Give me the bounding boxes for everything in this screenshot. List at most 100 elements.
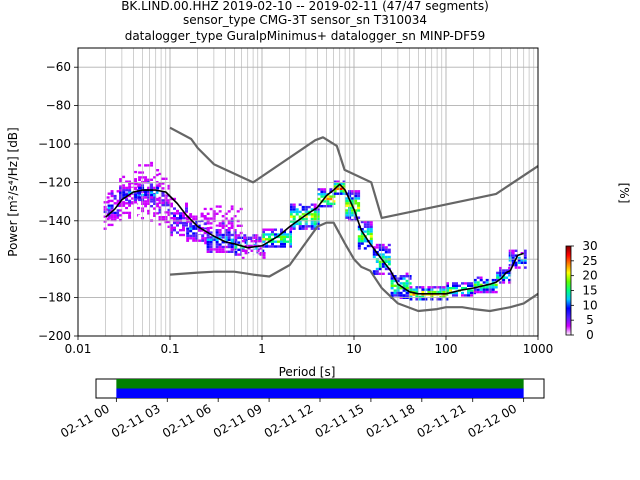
histogram-cell [467,282,470,285]
histogram-cell [227,243,231,246]
histogram-cell [206,245,210,249]
histogram-cell [158,180,162,183]
histogram-cell [316,208,320,211]
histogram-cell [158,225,162,228]
histogram-cell [259,252,263,255]
histogram-cell [496,274,500,277]
histogram-cell [384,246,388,249]
histogram-cell [415,293,419,296]
histogram-cell [156,214,160,217]
histogram-cell [138,171,142,174]
histogram-cell [182,200,185,203]
histogram-cell [128,197,132,200]
histogram-cell [147,173,151,177]
histogram-cell [289,213,293,216]
histogram-cell [173,233,176,237]
histogram-cell [212,207,216,211]
histogram-cell [122,191,126,194]
histogram-cell [134,211,138,215]
histogram-cell [378,260,382,263]
histogram-cell [402,294,406,297]
histogram-cell [153,164,157,167]
histogram-cell [150,171,154,174]
histogram-cell [473,290,477,294]
histogram-cell [110,197,114,200]
histogram-cell [176,224,179,227]
histogram-cell [271,242,274,246]
histogram-cell [517,256,521,260]
histogram-cell [289,242,292,246]
histogram-cell [195,215,199,218]
histogram-cell [452,284,455,287]
histogram-cell [192,237,196,240]
histogram-cell [122,204,126,207]
histogram-cell [230,217,234,220]
histogram-cell [439,288,443,291]
histogram-cell [158,208,162,212]
histogram-cell [189,241,193,245]
histogram-cell [280,242,283,246]
histogram-cell [502,281,506,284]
histogram-cell [313,222,317,226]
histogram-cell [206,250,210,253]
histogram-cell [103,215,107,218]
histogram-cell [363,225,367,228]
histogram-cell [107,190,111,193]
histogram-cell [144,185,148,189]
histogram-cell [250,254,254,257]
histogram-cell [125,202,129,205]
histogram-cell [241,256,245,260]
histogram-cell [239,231,243,235]
histogram-cell [286,240,289,243]
histogram-cell [250,249,254,252]
histogram-cell [122,180,126,183]
histogram-cell [170,197,173,201]
histogram-cell [336,180,340,183]
histogram-cell [103,208,107,211]
x-tick-label: 10 [346,342,361,356]
histogram-cell [153,217,157,220]
histogram-cell [265,238,268,241]
y-tick-label: −140 [38,214,71,228]
histogram-cell [128,194,132,198]
histogram-cell [221,229,225,232]
histogram-cell [125,197,129,200]
histogram-cell [449,287,452,290]
histogram-cell [320,205,324,208]
histogram-cell [310,215,314,218]
histogram-cell [455,287,458,290]
histogram-cell [514,249,518,252]
plot-frame [77,47,539,337]
histogram-cell [455,282,458,285]
histogram-cell [412,293,416,296]
histogram-cell [316,220,320,223]
histogram-cell [103,217,107,221]
histogram-cell [116,214,120,217]
histogram-cell [449,289,452,292]
histogram-cell [307,225,311,228]
histogram-cell [402,289,406,292]
histogram-cell [369,232,373,236]
histogram-cell [271,245,274,248]
histogram-cell [399,287,403,290]
histogram-cell [182,229,185,232]
histogram-cell [236,229,240,232]
histogram-cell [212,215,216,218]
histogram-cell [323,190,327,193]
histogram-cell [113,194,117,198]
histogram-cell [372,253,376,256]
histogram-cell [221,245,225,249]
histogram-cell [452,287,455,290]
histogram-cell [323,188,327,191]
histogram-cell [134,214,138,217]
histogram-cell [201,237,205,240]
histogram-cell [271,233,274,236]
histogram-cell [173,226,176,229]
histogram-cell [243,241,247,244]
histogram-cell [336,182,340,186]
histogram-cell [170,212,173,215]
histogram-cell [329,188,333,191]
histogram-cell [161,218,165,221]
histogram-cell [138,169,142,172]
timeline-tick-label: 02-11 18 [364,401,418,440]
